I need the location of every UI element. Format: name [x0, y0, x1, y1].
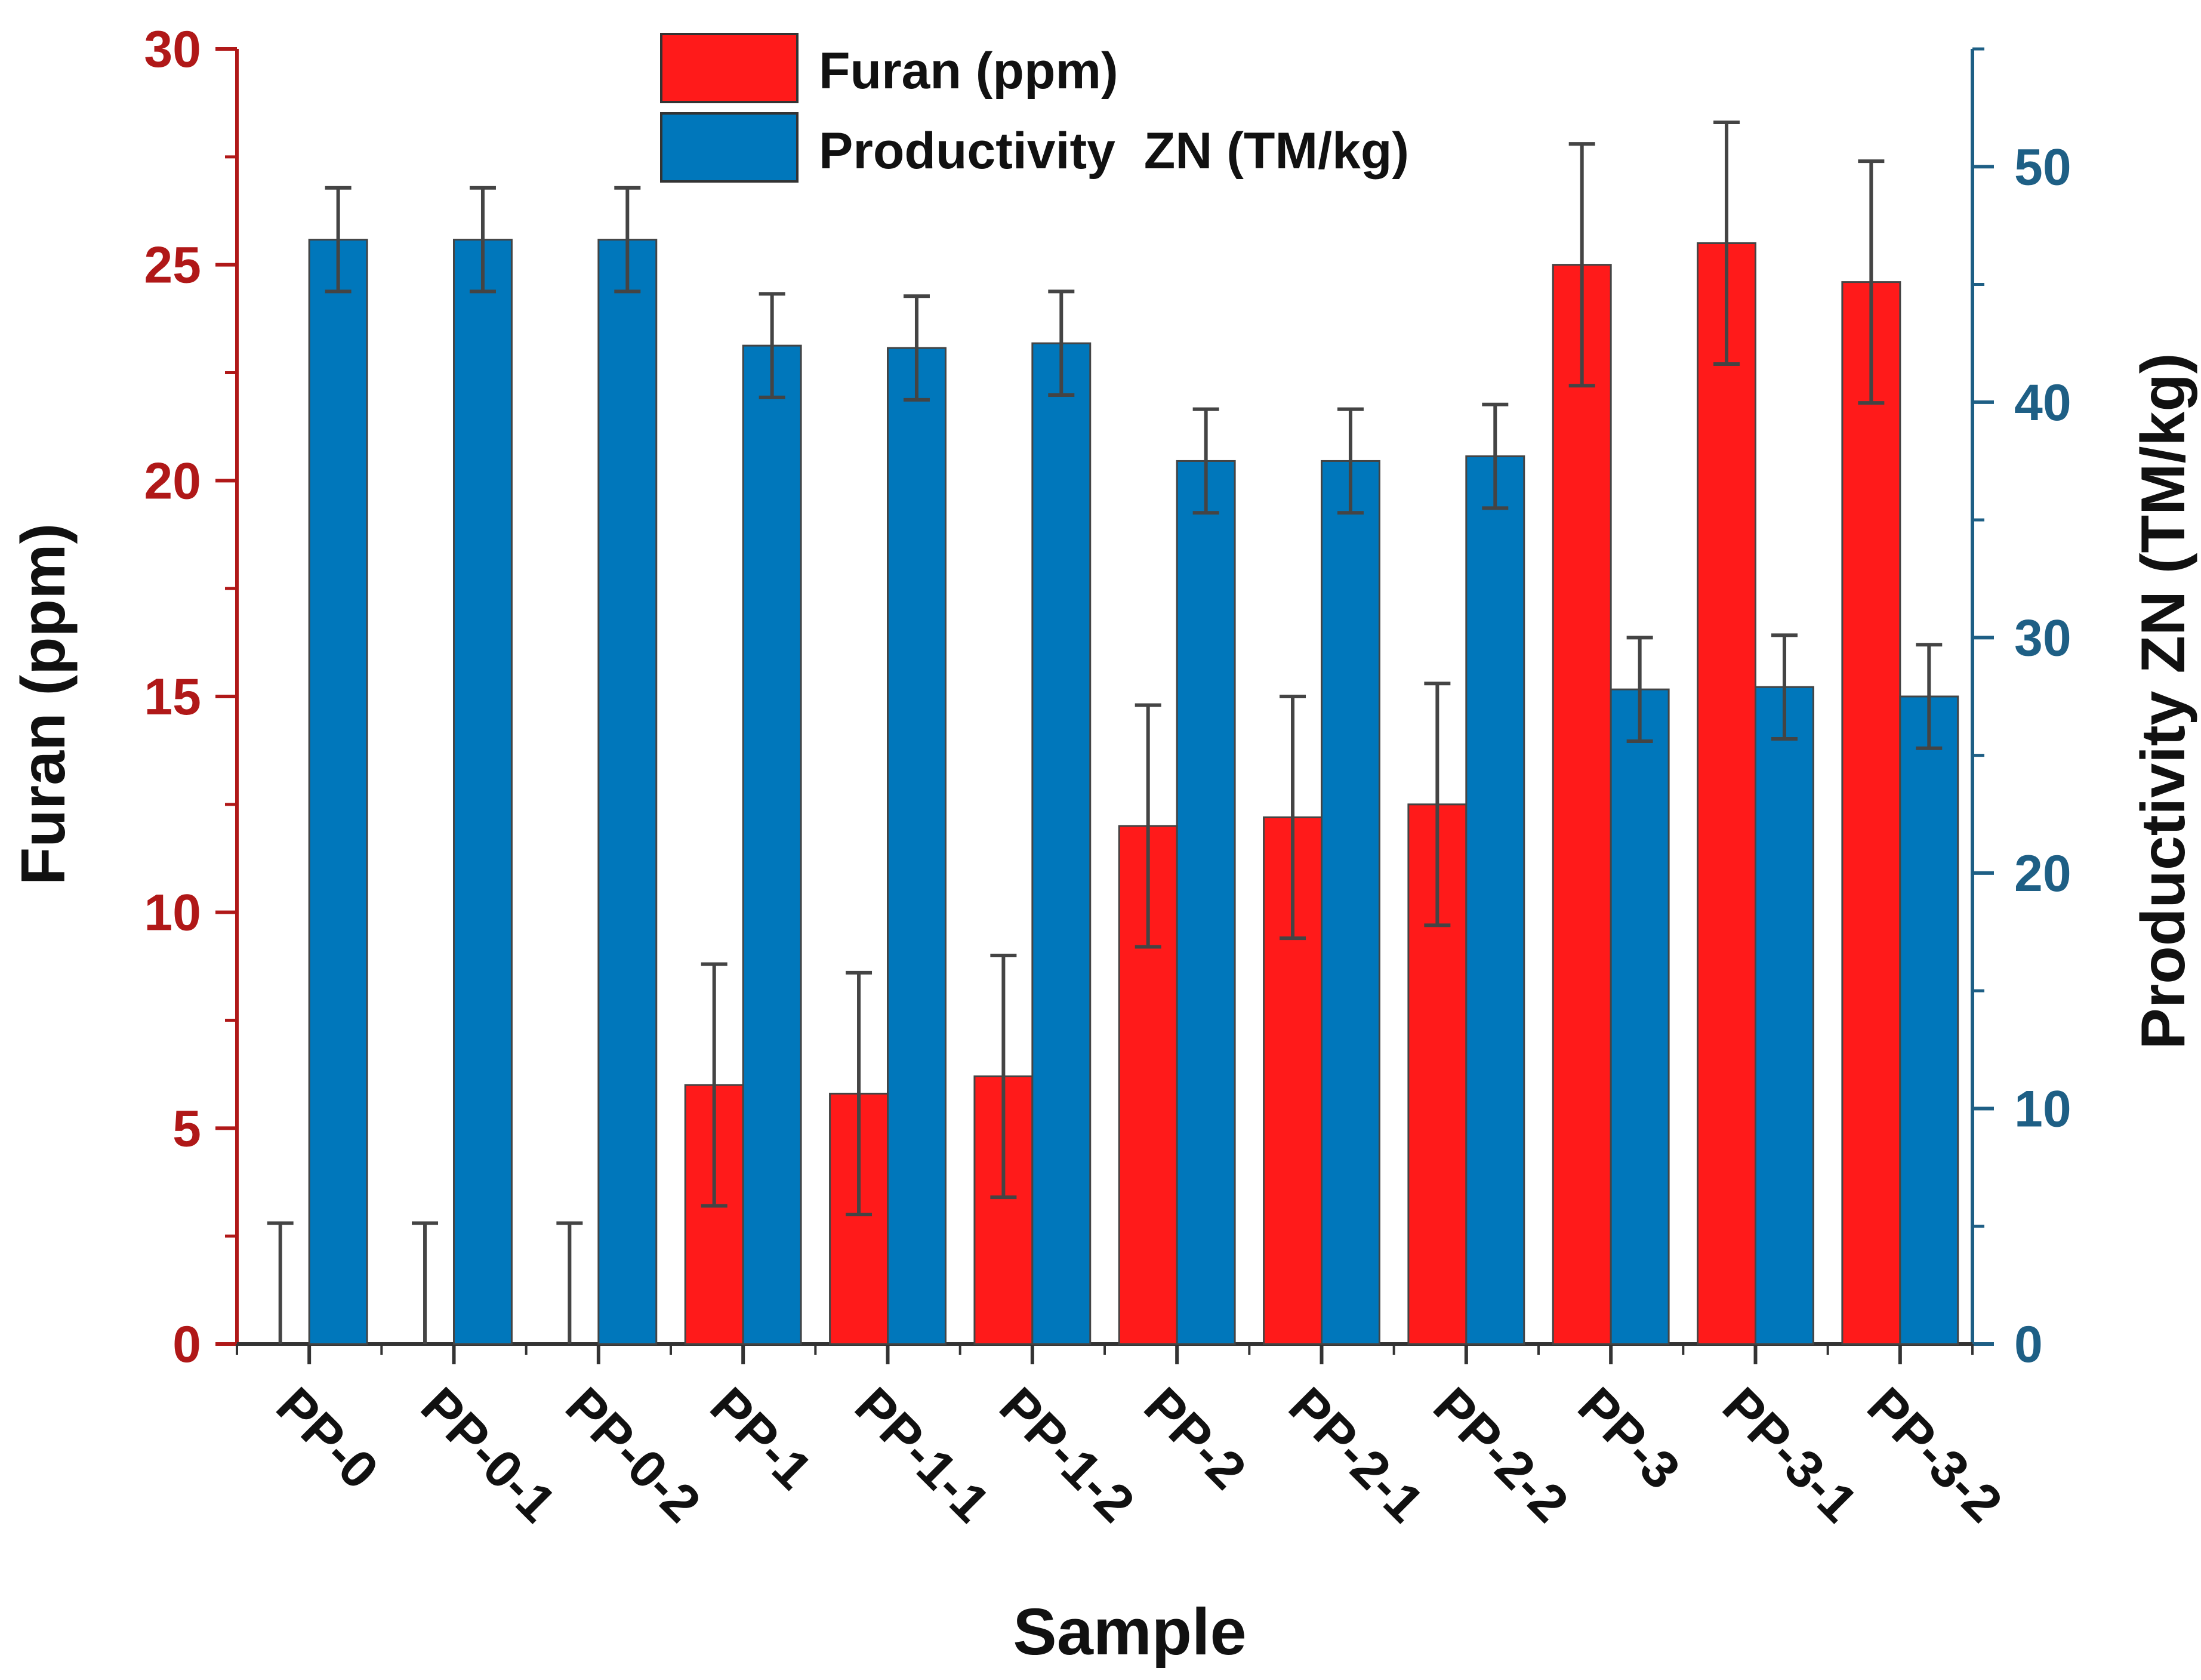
x-tick-label: PP-0: [266, 1376, 390, 1500]
left-tick-label: 5: [172, 1100, 201, 1157]
right-tick-label: 0: [2014, 1316, 2043, 1373]
furan-bar: [1841, 281, 1901, 1345]
x-tick-label: PP-2: [1133, 1376, 1257, 1500]
right-tick-label: 50: [2014, 138, 2071, 196]
productivity-bar: [1610, 688, 1670, 1345]
x-axis-ticks: [236, 1344, 1974, 1364]
x-tick-label: PP-1: [699, 1376, 824, 1500]
left-tick-label: 15: [144, 668, 201, 726]
furan-bar: [1552, 264, 1612, 1345]
right-tick-label: 30: [2014, 609, 2071, 667]
productivity-bar: [742, 344, 802, 1345]
productivity-series: [308, 239, 1959, 1345]
left-tick-label: 10: [144, 884, 201, 942]
x-tick-label: PP-3: [1567, 1376, 1691, 1500]
productivity-bar: [1176, 460, 1236, 1345]
productivity-bar: [1899, 695, 1959, 1345]
error-bars: [267, 120, 1943, 1344]
furan-bar: [1697, 242, 1756, 1345]
legend-label-furan: Furan (ppm): [819, 42, 1118, 100]
legend: Furan (ppm) Productivity ZN (TM/kg): [660, 33, 1409, 183]
left-tick-label: 0: [172, 1316, 201, 1373]
x-tick-labels: PP-0 PP-0-1PP-0-2PP-1 PP-1-1PP-1-2PP-2 PP-2…: [266, 1376, 2014, 1533]
right-tick-label: 20: [2014, 845, 2071, 902]
x-axis-title: Sample: [1013, 1595, 1246, 1669]
x-tick-label: PP-3-1: [1712, 1376, 1869, 1533]
x-tick-label: PP-1-1: [844, 1376, 1001, 1533]
legend-swatch-productivity: [660, 112, 799, 183]
legend-swatch-furan: [660, 33, 799, 103]
productivity-bar: [308, 239, 368, 1345]
productivity-bar: [887, 347, 947, 1345]
x-tick-label: PP-0-1: [410, 1376, 568, 1533]
right-axis-ticks: 0 10 20 30 40 50: [1972, 47, 2071, 1373]
left-tick-label: 25: [144, 237, 201, 294]
left-axis-ticks: 0 5 10 15 20 25 30: [144, 21, 237, 1373]
x-tick-label: PP-0-2: [554, 1376, 712, 1533]
x-tick-label: PP-2-1: [1278, 1376, 1435, 1533]
productivity-bar: [453, 239, 513, 1345]
productivity-bar: [1755, 686, 1814, 1345]
x-tick-label: PP-1-2: [988, 1376, 1146, 1533]
legend-label-productivity: Productivity ZN (TM/kg): [819, 122, 1409, 180]
right-tick-label: 10: [2014, 1080, 2071, 1138]
x-tick-label: PP-3-2: [1856, 1376, 2014, 1533]
left-tick-label: 30: [144, 21, 201, 78]
left-tick-label: 20: [144, 452, 201, 510]
right-tick-label: 40: [2014, 374, 2071, 431]
x-tick-label: PP-2-2: [1422, 1376, 1580, 1533]
right-axis-title: Productivity ZN (TM/kg): [2129, 353, 2198, 1049]
productivity-bar: [597, 239, 658, 1345]
furan-series: [684, 242, 1901, 1345]
productivity-bar: [1031, 342, 1092, 1345]
productivity-bar: [1465, 455, 1525, 1345]
left-axis-title: Furan (ppm): [9, 523, 78, 886]
productivity-bar: [1321, 460, 1380, 1345]
